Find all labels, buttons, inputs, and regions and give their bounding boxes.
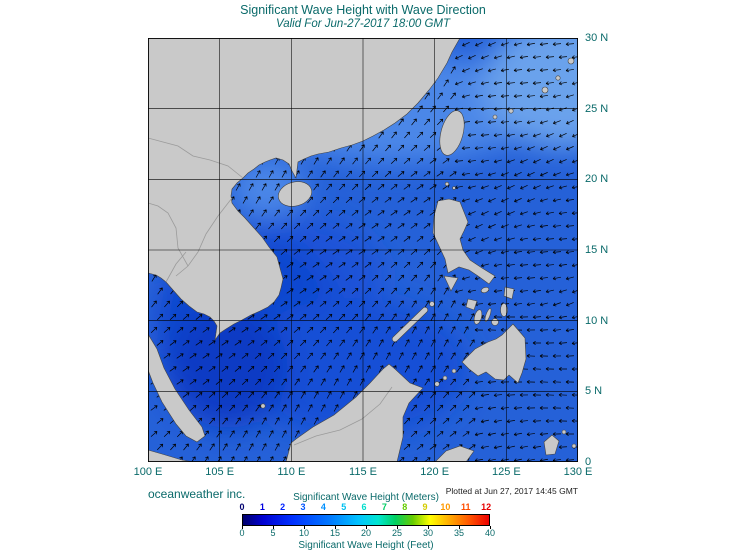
land-natuna <box>260 403 266 409</box>
x-tick-label: 120 E <box>420 466 450 478</box>
y-tick-label: 20 N <box>585 173 609 186</box>
feet-tick-label: 20 <box>360 528 372 538</box>
feet-tick-label: 40 <box>484 528 496 538</box>
feet-tick-mark <box>335 526 336 529</box>
meters-tick-label: 0 <box>239 502 245 512</box>
meters-tick-label: 7 <box>381 502 387 512</box>
x-tick-label: 110 E <box>277 466 306 478</box>
feet-tick-label: 30 <box>422 528 434 538</box>
meters-tick-label: 12 <box>481 502 492 512</box>
meters-tick-label: 10 <box>440 502 451 512</box>
feet-tick-mark <box>490 526 491 529</box>
y-tick-label: 15 N <box>585 244 609 256</box>
feet-tick-mark <box>242 526 243 529</box>
land-masbate <box>480 286 490 294</box>
meters-tick-label: 4 <box>320 502 326 512</box>
y-tick-label: 30 N <box>585 32 609 44</box>
x-tick-label: 125 E <box>491 466 521 478</box>
y-tick-label: 0 <box>585 456 592 468</box>
land-luzon <box>432 198 496 285</box>
plotted-timestamp: Plotted at Jun 27, 2017 14:45 GMT <box>445 486 578 496</box>
feet-tick-mark <box>273 526 274 529</box>
x-tick-label: 100 E <box>133 466 163 478</box>
wave-map-svg <box>147 37 579 463</box>
valid-time-subtitle: Valid For Jun-27-2017 18:00 GMT <box>275 18 451 30</box>
meters-tick-label: 11 <box>460 502 471 512</box>
land-mindanao <box>461 323 527 384</box>
colorbar-title-feet: Significant Wave Height (Feet) <box>298 540 434 551</box>
land-mindoro <box>443 275 459 292</box>
y-tick-label: 10 N <box>585 314 609 327</box>
land-leyte <box>500 303 508 317</box>
y-tick-label: 5 N <box>585 385 603 398</box>
x-tick-label: 130 E <box>563 466 593 478</box>
x-tick-label: 105 E <box>205 466 235 478</box>
meters-tick-label: 9 <box>422 502 428 512</box>
credit-text: oceanweather inc. <box>148 487 246 501</box>
land-mainland-asia <box>148 38 461 341</box>
feet-tick-label: 10 <box>298 528 310 538</box>
colorbar-title-meters: Significant Wave Height (Meters) <box>293 492 439 503</box>
meters-tick-label: 2 <box>280 502 286 512</box>
feet-tick-label: 5 <box>270 528 276 538</box>
feet-tick-label: 15 <box>329 528 341 538</box>
land-sulawesi <box>434 445 475 462</box>
land-bohol <box>491 318 499 326</box>
feet-tick-mark <box>304 526 305 529</box>
feet-tick-mark <box>428 526 429 529</box>
meters-tick-label: 5 <box>341 502 347 512</box>
meters-tick-label: 1 <box>259 502 265 512</box>
feet-tick-mark <box>459 526 460 529</box>
land-sumatra <box>148 449 195 462</box>
land-malay-peninsula <box>148 333 206 443</box>
country-borders <box>148 137 393 446</box>
land-babuyan-islands <box>444 181 450 187</box>
x-tick-label: 115 E <box>349 466 377 478</box>
feet-tick-label: 25 <box>391 528 403 538</box>
land-masses <box>148 38 577 462</box>
graticule-grid <box>148 38 578 462</box>
land-borneo <box>285 363 424 462</box>
land-ryukyu-islands <box>492 114 498 120</box>
meters-tick-label: 3 <box>300 502 306 512</box>
land-hainan <box>277 181 313 207</box>
land-cebu <box>484 308 492 322</box>
feet-tick-label: 35 <box>453 528 465 538</box>
land-taiwan <box>439 110 465 156</box>
feet-tick-mark <box>366 526 367 529</box>
colorbar <box>242 514 490 526</box>
wave-map <box>147 37 579 463</box>
land-halmahera <box>543 434 560 456</box>
y-tick-label: 25 N <box>585 102 609 115</box>
meters-tick-label: 8 <box>402 502 408 512</box>
meters-tick-label: 6 <box>361 502 367 512</box>
feet-tick-label: 0 <box>239 528 245 538</box>
feet-tick-mark <box>397 526 398 529</box>
land-panay <box>465 298 478 311</box>
page-title: Significant Wave Height with Wave Direct… <box>240 3 486 17</box>
